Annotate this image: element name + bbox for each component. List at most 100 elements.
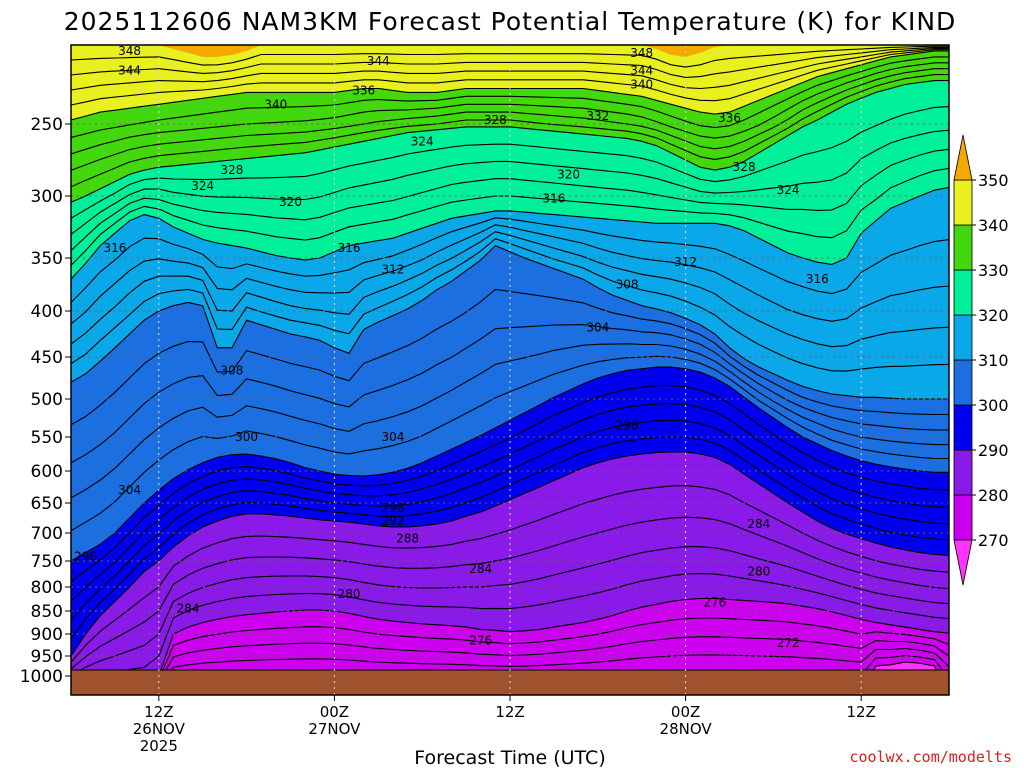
contour-label: 304	[118, 483, 141, 497]
contour-label: 328	[733, 160, 756, 174]
contour-label: 344	[118, 64, 141, 78]
x-tick-date: 27NOV	[308, 720, 361, 738]
colorbar-tick-label: 330	[978, 261, 1009, 280]
contour-line-298	[71, 385, 949, 583]
contour-line-304	[71, 343, 949, 499]
chart-title: 2025112606 NAM3KM Forecast Potential Tem…	[64, 7, 957, 36]
contour-line-338	[71, 56, 949, 139]
x-tick-label: 00Z	[671, 703, 700, 721]
y-tick-label: 900	[31, 625, 63, 645]
y-tick-label: 500	[31, 390, 63, 410]
colorbar-bottom-arrow	[953, 539, 973, 586]
contour-label: 284	[177, 602, 200, 616]
y-axis: 250 300 350 400 450 500 550 600 650 700 750 800 850 9…	[20, 115, 71, 687]
y-tick-label: 850	[31, 602, 63, 622]
y-tick-label: 350	[31, 249, 63, 269]
colorbar-swatch	[953, 404, 973, 451]
colorbar-tick-label: 340	[978, 216, 1009, 235]
colorbar-tick-label: 310	[978, 351, 1009, 370]
colorbar-swatch	[953, 449, 973, 496]
contour-label: 280	[338, 587, 361, 601]
y-tick-label: 700	[31, 524, 63, 544]
contour-line-274	[71, 647, 949, 695]
y-tick-label: 750	[31, 552, 63, 572]
contour-label: 316	[103, 241, 126, 255]
contour-label: 296	[616, 419, 639, 433]
y-tick-label: 300	[31, 187, 63, 207]
y-tick-label: 400	[31, 302, 63, 322]
contour-label: 304	[586, 321, 609, 335]
contour-label: 316	[338, 241, 361, 255]
contour-label: 336	[352, 83, 375, 97]
contour-label: 312	[381, 263, 404, 277]
colorbar-tick-label: 350	[978, 171, 1009, 190]
y-tick-label: 800	[31, 578, 63, 598]
colorbar: 350 340 330 320 310 300 290 280 270	[953, 134, 1009, 586]
contour-line-290	[71, 451, 949, 657]
colorbar-swatch	[953, 224, 973, 271]
contour-label: 344	[367, 54, 390, 68]
contour-label: 316	[806, 272, 829, 286]
contour-label: 348	[118, 44, 141, 58]
contour-label: 324	[191, 179, 214, 193]
contour-label: 332	[586, 109, 609, 123]
y-tick-label: 650	[31, 494, 63, 514]
colorbar-swatch	[953, 269, 973, 316]
contour-label: 320	[279, 195, 302, 209]
contour-label: 272	[777, 636, 800, 650]
contour-label: 340	[264, 97, 287, 111]
contour-line-328	[71, 106, 949, 219]
contour-label: 328	[221, 163, 244, 177]
x-tick-date: 26NOV	[133, 720, 186, 738]
contour-line-326	[71, 129, 949, 235]
contour-line-300	[71, 366, 949, 562]
contour-line-342	[71, 49, 949, 106]
colorbar-tick-label: 280	[978, 486, 1009, 505]
contour-line-282	[71, 573, 949, 686]
contour-label: 288	[396, 532, 419, 546]
contour-line-302	[71, 355, 949, 532]
contour-line-316	[71, 224, 949, 325]
contour-label: 280	[747, 564, 770, 578]
y-tick-label: 550	[31, 428, 63, 448]
contour-line-314	[71, 231, 949, 348]
contour-line-280	[71, 597, 949, 695]
x-tick-label: 12Z	[847, 703, 876, 721]
colorbar-swatch	[953, 359, 973, 406]
contour-label: 292	[381, 514, 404, 528]
contour-label: 316	[542, 191, 565, 205]
x-tick-date: 28NOV	[660, 720, 713, 738]
y-tick-label: 1000	[20, 667, 63, 687]
contour-line-332	[71, 74, 949, 188]
y-tick-label: 950	[31, 647, 63, 667]
colorbar-swatch	[953, 179, 973, 226]
contour-label: 276	[469, 634, 492, 648]
contour-label: 328	[484, 113, 507, 127]
contour-label: 308	[616, 278, 639, 292]
y-tick-label: 250	[31, 115, 63, 135]
contour-label: 324	[777, 183, 800, 197]
contour-line-336	[71, 62, 949, 155]
contour-line-288	[71, 485, 949, 663]
y-tick-label: 450	[31, 348, 63, 368]
x-tick-year: 2025	[140, 737, 178, 755]
contour-label: 336	[718, 111, 741, 125]
contour-line-284	[71, 546, 949, 676]
contour-line-344	[71, 48, 949, 91]
contour-label: 308	[221, 363, 244, 377]
contour-line-278	[71, 617, 949, 695]
colorbar-tick-label: 290	[978, 441, 1009, 460]
contour-label: 340	[630, 78, 653, 92]
contour-label: 296	[74, 550, 97, 564]
x-axis-label: Forecast Time (UTC)	[414, 747, 605, 768]
contour-label: 296	[381, 501, 404, 515]
contour-label: 344	[630, 64, 653, 78]
contour-line-320	[71, 186, 949, 280]
contour-label: 348	[630, 46, 653, 60]
gridlines	[71, 45, 949, 695]
contour-label: 300	[235, 430, 258, 444]
credit-text[interactable]: coolwx.com/modelts	[849, 748, 1012, 766]
